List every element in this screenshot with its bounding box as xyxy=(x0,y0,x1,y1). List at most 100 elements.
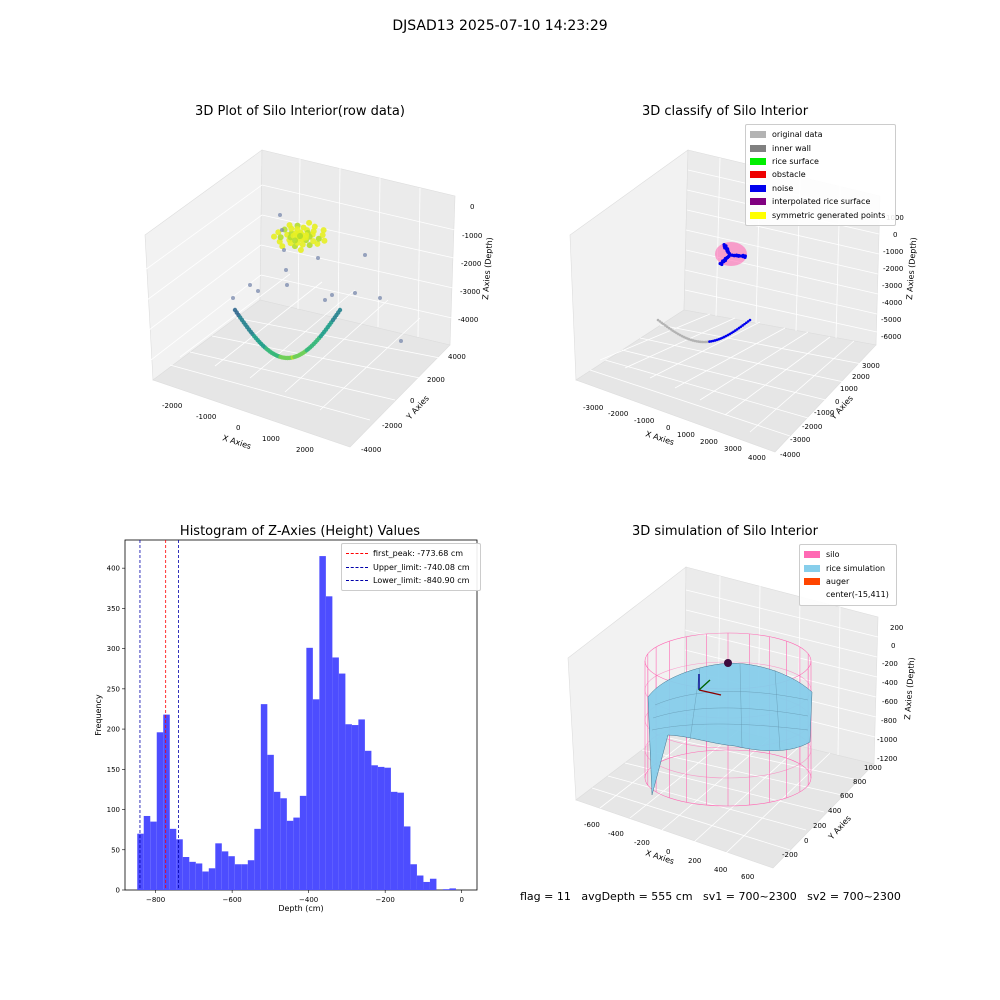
legend-item: auger xyxy=(804,575,892,588)
p1-point xyxy=(301,350,306,355)
hist-bars xyxy=(137,556,456,890)
legend-label: inner wall xyxy=(772,143,812,153)
p2-point xyxy=(678,333,682,337)
p1-point xyxy=(241,320,246,325)
center-marker xyxy=(724,659,732,667)
hist-xtick-label: −600 xyxy=(223,896,242,904)
legend-label: center(-15,411) xyxy=(826,590,889,600)
p1-point xyxy=(248,329,253,334)
p1-point xyxy=(310,228,317,235)
p1-ytick: 4000 xyxy=(448,353,466,361)
p2-point xyxy=(732,330,735,334)
p1-point xyxy=(294,222,301,229)
p1-point xyxy=(290,232,297,239)
p1-point xyxy=(297,233,303,239)
p1-point xyxy=(302,349,308,354)
p1-xlabel: X Axies xyxy=(221,433,252,451)
hist-bar xyxy=(280,798,287,890)
p1-point xyxy=(309,231,316,238)
p2-point xyxy=(728,253,732,257)
legend-item: silo xyxy=(804,548,892,561)
p2-point xyxy=(727,251,731,256)
legend-item: noise xyxy=(750,182,891,195)
p2-point xyxy=(680,334,684,338)
p2-point xyxy=(710,340,713,343)
p1-point xyxy=(273,352,278,358)
p1-point xyxy=(283,355,288,361)
legend-item: symmetric generated points xyxy=(750,208,891,221)
hist-bar xyxy=(377,766,385,890)
p1-point xyxy=(314,240,321,247)
p1-xtick: -2000 xyxy=(162,402,182,410)
p2-point xyxy=(699,340,702,344)
p1-point xyxy=(320,331,325,337)
legend-swatch xyxy=(804,564,820,572)
legend-label: rice simulation xyxy=(826,563,886,573)
p1-point xyxy=(274,353,280,358)
p1-point xyxy=(323,298,327,302)
hist-ytick-label: 200 xyxy=(107,726,120,734)
p1-point xyxy=(322,329,327,334)
p1-point xyxy=(309,343,315,348)
p1-point xyxy=(285,355,290,361)
legend-item: inner wall xyxy=(750,141,891,154)
hist-bar xyxy=(215,843,222,890)
p1-point xyxy=(295,231,302,238)
p1-point xyxy=(310,238,317,245)
p2-point xyxy=(733,329,737,332)
p1-point xyxy=(294,226,301,233)
p1-point xyxy=(234,310,239,315)
hist-bar xyxy=(267,754,274,890)
p1-point xyxy=(330,293,334,297)
p1-point xyxy=(287,355,292,361)
p2-ztick: -5000 xyxy=(881,316,901,324)
p1-ytick: -4000 xyxy=(361,446,381,454)
p4-ytick: 600 xyxy=(840,792,853,800)
p2-point xyxy=(676,332,680,336)
p1-point xyxy=(330,317,336,323)
hist-bar xyxy=(403,826,411,890)
p1-point xyxy=(231,296,235,300)
p2-ytick: -4000 xyxy=(780,451,800,459)
hist-bar xyxy=(299,795,307,890)
hist-bar xyxy=(390,791,398,890)
figure-title: DJSAD13 2025-07-10 14:23:29 xyxy=(392,18,608,34)
p1-point xyxy=(297,352,302,358)
p1-point xyxy=(288,230,295,237)
p1-point xyxy=(337,307,343,313)
legend-item: rice simulation xyxy=(804,561,892,574)
p2-point xyxy=(667,326,671,330)
p1-xtick: 1000 xyxy=(262,435,280,443)
p1-point xyxy=(292,230,299,237)
p2-point xyxy=(718,261,722,266)
p1-point xyxy=(332,315,337,320)
p2-point xyxy=(739,325,743,329)
hist-bar xyxy=(332,657,339,890)
p1-point xyxy=(284,231,291,238)
hist-ytick-label: 400 xyxy=(107,565,120,573)
p2-point xyxy=(721,336,724,340)
hist-ytick-label: 250 xyxy=(107,685,120,693)
p1-point xyxy=(281,355,287,360)
p1-point xyxy=(267,349,273,354)
p2-point xyxy=(726,250,730,254)
p2-point xyxy=(706,340,709,344)
p1-point xyxy=(271,233,278,240)
p1-point xyxy=(319,232,326,239)
legend-swatch xyxy=(750,157,766,165)
panel-2-title: 3D classify of Silo Interior xyxy=(641,104,809,119)
p2-point xyxy=(660,321,663,325)
hist-bar xyxy=(429,878,437,890)
p2-ztick: -3000 xyxy=(882,282,902,290)
p2-point xyxy=(682,335,686,339)
p1-point xyxy=(363,253,367,257)
panel-4-title: 3D simulation of Silo Interior xyxy=(632,524,818,539)
p1-point xyxy=(299,234,306,241)
p2-point xyxy=(732,254,736,258)
p1-point xyxy=(315,235,322,242)
p2-point xyxy=(725,256,730,260)
hist-bar xyxy=(325,596,333,890)
hist-bar xyxy=(371,765,378,890)
p2-point xyxy=(724,257,728,261)
p1-point xyxy=(297,233,303,239)
